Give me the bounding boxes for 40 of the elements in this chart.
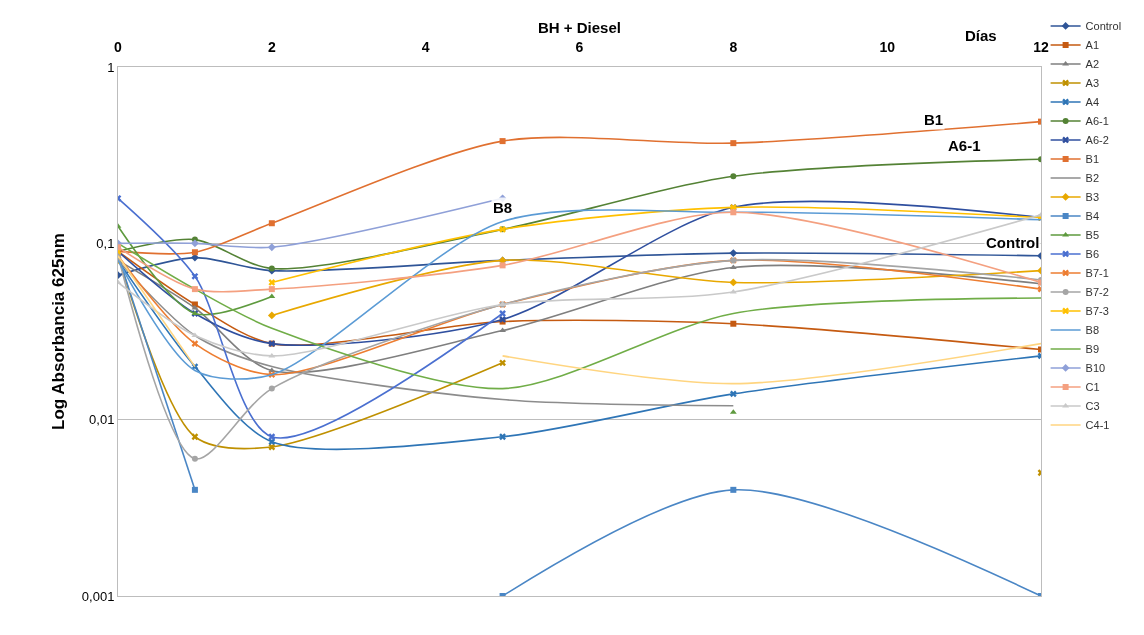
annotation: B8 [493, 199, 513, 216]
legend-label: B3 [1085, 191, 1100, 204]
chart-title: BH + Diesel [538, 19, 621, 36]
legend-label: B10 [1085, 362, 1106, 375]
legend-label: B7-3 [1085, 305, 1109, 318]
y-tick-label: 0,1 [96, 235, 115, 251]
legend-label: B6 [1085, 248, 1100, 261]
legend-label: B2 [1085, 172, 1100, 185]
x-axis-title: Días [965, 27, 997, 44]
annotation: Control [986, 234, 1040, 251]
legend-label: A4 [1085, 96, 1100, 109]
legend-label: B4 [1085, 210, 1100, 223]
x-tick-label: 6 [575, 39, 584, 56]
y-tick-label: 0,01 [89, 412, 115, 428]
legend-label: C3 [1085, 400, 1100, 413]
x-tick-label: 2 [267, 39, 276, 56]
legend-label: B9 [1085, 343, 1100, 356]
legend-label: C4-1 [1085, 419, 1110, 432]
legend-label: A1 [1085, 39, 1100, 52]
legend-label: A3 [1085, 77, 1100, 90]
annotation: B1 [924, 111, 944, 128]
annotation: A6-1 [948, 137, 981, 154]
x-tick-label: 12 [1033, 39, 1049, 56]
y-axis-title: Log Absorbancia 625nm [49, 233, 69, 430]
y-tick-label: 0,001 [81, 588, 115, 604]
legend-label: B5 [1085, 229, 1100, 242]
legend-label: C1 [1085, 381, 1100, 394]
x-tick-label: 10 [879, 39, 896, 56]
x-tick-label: 8 [729, 39, 738, 56]
legend-label: A6-2 [1085, 134, 1109, 147]
legend-label: A2 [1085, 58, 1100, 71]
legend-label: Control [1085, 20, 1122, 33]
legend-label: B1 [1085, 153, 1100, 166]
legend-label: B7-1 [1085, 267, 1109, 280]
x-tick-label: 4 [421, 39, 430, 56]
x-tick-label: 0 [114, 39, 123, 56]
legend-label: B8 [1085, 324, 1100, 337]
legend-label: B7-2 [1085, 286, 1109, 299]
y-tick-label: 1 [107, 59, 115, 75]
legend-label: A6-1 [1085, 115, 1109, 128]
